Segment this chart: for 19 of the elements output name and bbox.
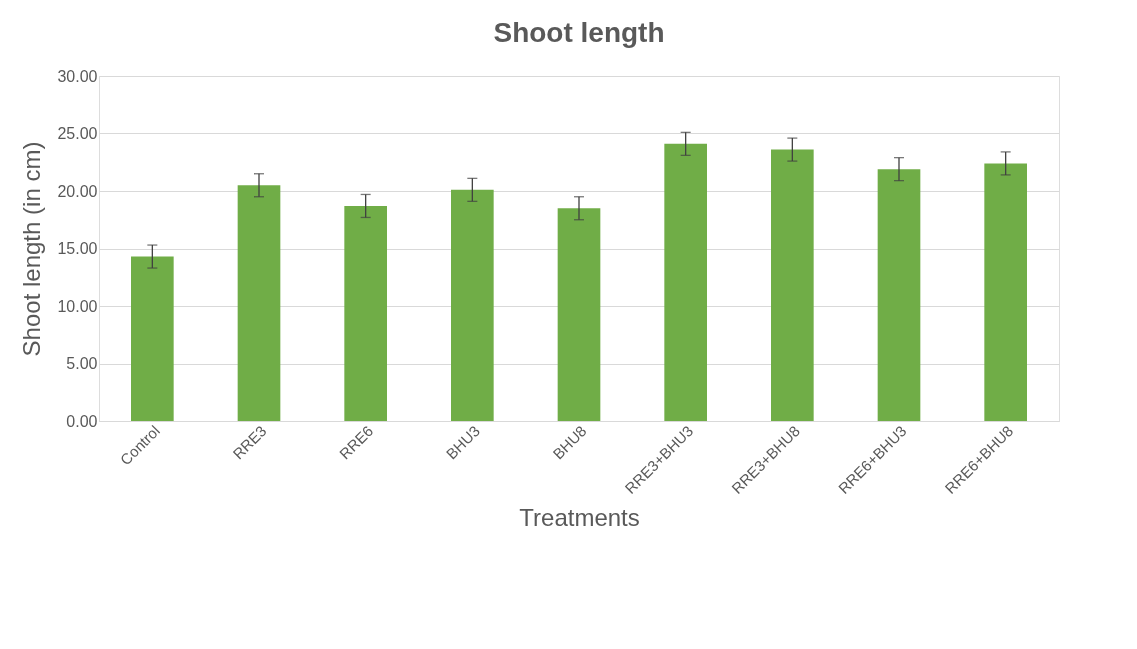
y-tick-label: 30.00	[57, 67, 98, 85]
y-tick-label: 0.00	[66, 412, 98, 430]
bar	[557, 208, 601, 421]
y-tick-label: 25.00	[57, 125, 98, 142]
bar	[237, 185, 281, 421]
bar	[344, 205, 387, 421]
y-tick-label: 15.00	[57, 240, 98, 257]
y-tick-label: 20.00	[57, 182, 98, 200]
chart-title: Shoot length	[493, 17, 665, 48]
bar	[984, 163, 1027, 421]
bar	[131, 256, 174, 421]
y-axis-title: Shoot length (in cm)	[18, 141, 46, 357]
bar	[451, 189, 494, 421]
y-tick-label: 10.00	[57, 297, 98, 315]
bar	[877, 169, 921, 421]
bar	[664, 143, 707, 421]
x-axis-title: Treatments	[519, 503, 640, 531]
bar	[771, 149, 814, 421]
y-tick-label: 5.00	[66, 355, 98, 372]
